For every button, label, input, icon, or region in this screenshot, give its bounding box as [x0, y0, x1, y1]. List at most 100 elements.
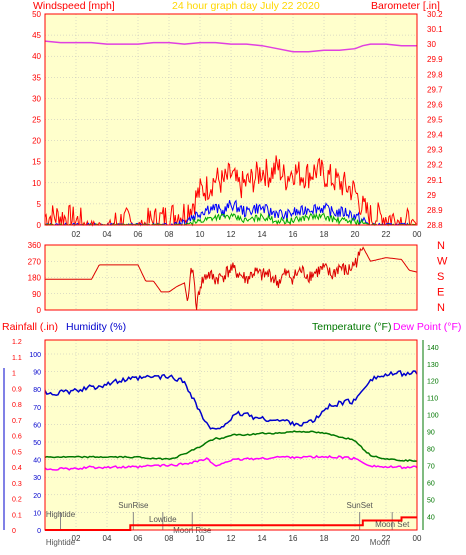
humidity-tick-label: 100	[29, 352, 41, 359]
time-tick-label: 16	[289, 230, 298, 239]
rainfall-tick-label: 1.1	[12, 355, 22, 362]
direction-tick-label: 270	[28, 257, 42, 266]
time-tick-label: 02	[72, 534, 81, 543]
time-tick-label: 08	[165, 230, 174, 239]
event-tick-label: Moon	[370, 538, 390, 547]
time-tick-label: 20	[351, 230, 360, 239]
event-label: Hightide	[46, 510, 76, 519]
panel3-series	[44, 370, 418, 531]
wind-direction-line	[45, 246, 418, 310]
windspeed-tick-label: 30	[32, 94, 41, 103]
barometer-tick-label: 29	[427, 191, 436, 200]
rainfall-tick-label: 0.7	[12, 418, 22, 425]
barometer-tick-label: 29.5	[427, 116, 443, 125]
rainfall-tick-label: 0.5	[12, 449, 22, 456]
time-tick-label: 02	[72, 230, 81, 239]
panel3-frame	[44, 339, 418, 531]
humidity-tick-label: 20	[33, 493, 41, 500]
windspeed-tick-label: 40	[32, 52, 41, 61]
temperature-axis-title: Temperature (°F)	[312, 321, 391, 333]
panel3-temperature-ticks: 40 50 60 70 80 90 100 110 120 130 140	[427, 345, 439, 522]
panel3-rainfall-ticks: 0 0.1 0.2 0.3 0.4 0.5 0.6 0.7 0.8 0.9 1 1.1 1.2	[12, 339, 22, 535]
time-tick-label: 12	[227, 230, 236, 239]
rainfall-axis-title: Rainfall (.in)	[2, 321, 58, 333]
barometer-tick-label: 28.9	[427, 206, 443, 215]
temperature-line	[44, 430, 418, 462]
humidity-tick-label: 0	[37, 528, 41, 535]
barometer-tick-label: 29.2	[427, 161, 443, 170]
temperature-tick-label: 50	[427, 497, 435, 504]
temperature-tick-label: 110	[427, 396, 438, 403]
event-label: Lowtide	[149, 515, 177, 524]
barometer-tick-label: 30.2	[427, 10, 443, 19]
humidity-tick-label: 30	[33, 475, 41, 482]
time-tick-label: 22	[382, 534, 391, 543]
dewpoint-line	[44, 454, 418, 471]
time-tick-label: 00	[413, 534, 422, 543]
temperature-tick-label: 120	[427, 379, 439, 386]
rainfall-tick-label: 1.2	[12, 339, 22, 346]
barometer-tick-label: 29.3	[427, 146, 443, 155]
rainfall-tick-label: 0.3	[12, 481, 22, 488]
humidity-tick-label: 50	[33, 440, 41, 447]
time-tick-label: 10	[196, 230, 205, 239]
panel3-humidity-ticks: 0 10 20 30 40 50 60 70 80 90 100	[29, 352, 41, 535]
time-tick-label: 00	[413, 230, 422, 239]
event-tick-label: Hightide	[46, 538, 76, 547]
graph-title: 24 hour graph day July 22 2020	[172, 0, 320, 12]
time-tick-label: 08	[165, 534, 174, 543]
barometer-axis-title: Barometer [.in]	[371, 0, 440, 12]
rainfall-tick-label: 1	[12, 371, 16, 378]
temperature-tick-label: 100	[427, 413, 439, 420]
humidity-axis-title: Humidity (%)	[66, 321, 126, 333]
barometer-tick-label: 29.7	[427, 85, 443, 94]
time-tick-label: 12	[227, 534, 236, 543]
time-tick-label: 06	[134, 534, 143, 543]
windspeed-tick-label: 5	[37, 200, 42, 209]
barometer-tick-label: 30.1	[427, 25, 443, 34]
time-tick-label: 22	[382, 230, 391, 239]
panel2-frame	[44, 244, 418, 311]
rainfall-line	[45, 516, 417, 531]
windspeed-tick-label: 10	[32, 179, 41, 188]
direction-tick-label: 90	[32, 290, 41, 299]
barometer-tick-label: 29.8	[427, 70, 443, 79]
temperature-tick-label: 60	[427, 481, 435, 488]
panel2-series	[45, 246, 418, 310]
temperature-tick-label: 80	[427, 447, 435, 454]
time-tick-label: 18	[320, 230, 329, 239]
humidity-tick-label: 70	[33, 405, 41, 412]
windspeed-tick-label: 35	[32, 73, 41, 82]
humidity-tick-label: 90	[33, 370, 41, 377]
compass-letter-n: N	[437, 302, 445, 314]
time-tick-label: 14	[258, 230, 267, 239]
compass-letter-s: S	[437, 271, 444, 283]
panel2-direction-ticks: 0 90 180 270 360	[28, 241, 42, 315]
barometer-tick-label: 29.6	[427, 100, 443, 109]
time-tick-label: 18	[320, 534, 329, 543]
windspeed-tick-label: 50	[32, 10, 41, 19]
barometer-tick-label: 29.4	[427, 131, 443, 140]
event-label: Moon Set	[375, 520, 410, 529]
compass-letter-w: W	[437, 256, 448, 268]
rainfall-tick-label: 0.8	[12, 402, 22, 409]
panel1-time-ticks: 02 04 06 08 10 12 14 16 18 20 22 00	[72, 230, 422, 239]
panel1-frame	[44, 13, 418, 226]
direction-tick-label: 0	[37, 306, 42, 315]
windspeed-tick-label: 0	[37, 221, 42, 230]
panel1-windspeed-ticks: 0 5 10 15 20 25 30 35 40 45 50	[32, 10, 41, 230]
humidity-temperature-panel: 0 0.1 0.2 0.3 0.4 0.5 0.6 0.7 0.8 0.9 1 1.1 1.2 0 10 2…	[3, 339, 439, 547]
windspeed-tick-label: 25	[32, 116, 41, 125]
barometer-tick-label: 29.1	[427, 176, 443, 185]
barometer-tick-label: 30	[427, 40, 436, 49]
time-tick-label: 14	[258, 534, 267, 543]
barometer-tick-label: 29.9	[427, 55, 443, 64]
rainfall-tick-label: 0.2	[12, 497, 22, 504]
barometer-line	[44, 40, 417, 53]
rainfall-tick-label: 0.4	[12, 465, 22, 472]
direction-tick-label: 360	[28, 241, 42, 250]
